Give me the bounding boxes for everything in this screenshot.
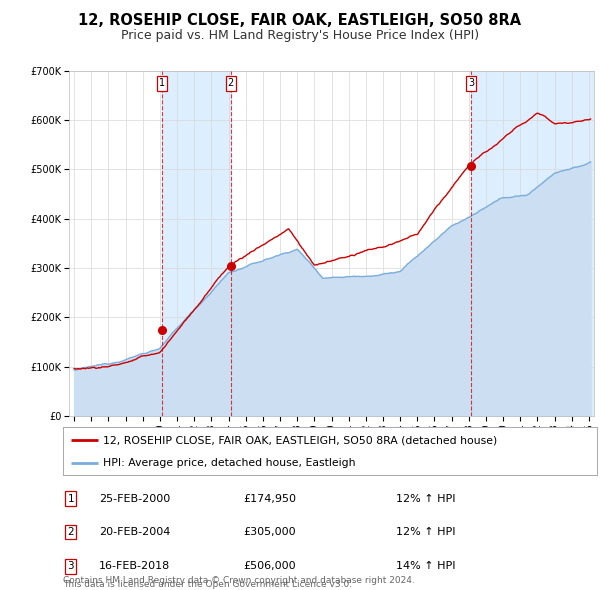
Text: 20-FEB-2004: 20-FEB-2004 (99, 527, 170, 537)
Text: 3: 3 (67, 562, 74, 571)
Text: £174,950: £174,950 (243, 494, 296, 503)
Text: 14% ↑ HPI: 14% ↑ HPI (396, 562, 455, 571)
Text: Contains HM Land Registry data © Crown copyright and database right 2024.: Contains HM Land Registry data © Crown c… (63, 576, 415, 585)
Text: 12% ↑ HPI: 12% ↑ HPI (396, 494, 455, 503)
Text: 12, ROSEHIP CLOSE, FAIR OAK, EASTLEIGH, SO50 8RA: 12, ROSEHIP CLOSE, FAIR OAK, EASTLEIGH, … (79, 13, 521, 28)
Text: 3: 3 (468, 78, 474, 88)
Text: 1: 1 (67, 494, 74, 503)
Bar (162, 71, 231, 416)
Text: This data is licensed under the Open Government Licence v3.0.: This data is licensed under the Open Gov… (63, 581, 352, 589)
Text: 1: 1 (159, 78, 165, 88)
Text: £305,000: £305,000 (243, 527, 296, 537)
Text: 12, ROSEHIP CLOSE, FAIR OAK, EASTLEIGH, SO50 8RA (detached house): 12, ROSEHIP CLOSE, FAIR OAK, EASTLEIGH, … (103, 435, 497, 445)
Text: 2: 2 (67, 527, 74, 537)
Bar (471, 71, 594, 416)
Text: £506,000: £506,000 (243, 562, 296, 571)
Text: Price paid vs. HM Land Registry's House Price Index (HPI): Price paid vs. HM Land Registry's House … (121, 30, 479, 42)
Text: 16-FEB-2018: 16-FEB-2018 (99, 562, 170, 571)
Text: 12% ↑ HPI: 12% ↑ HPI (396, 527, 455, 537)
Text: 25-FEB-2000: 25-FEB-2000 (99, 494, 170, 503)
Text: 2: 2 (227, 78, 234, 88)
Text: HPI: Average price, detached house, Eastleigh: HPI: Average price, detached house, East… (103, 458, 356, 468)
